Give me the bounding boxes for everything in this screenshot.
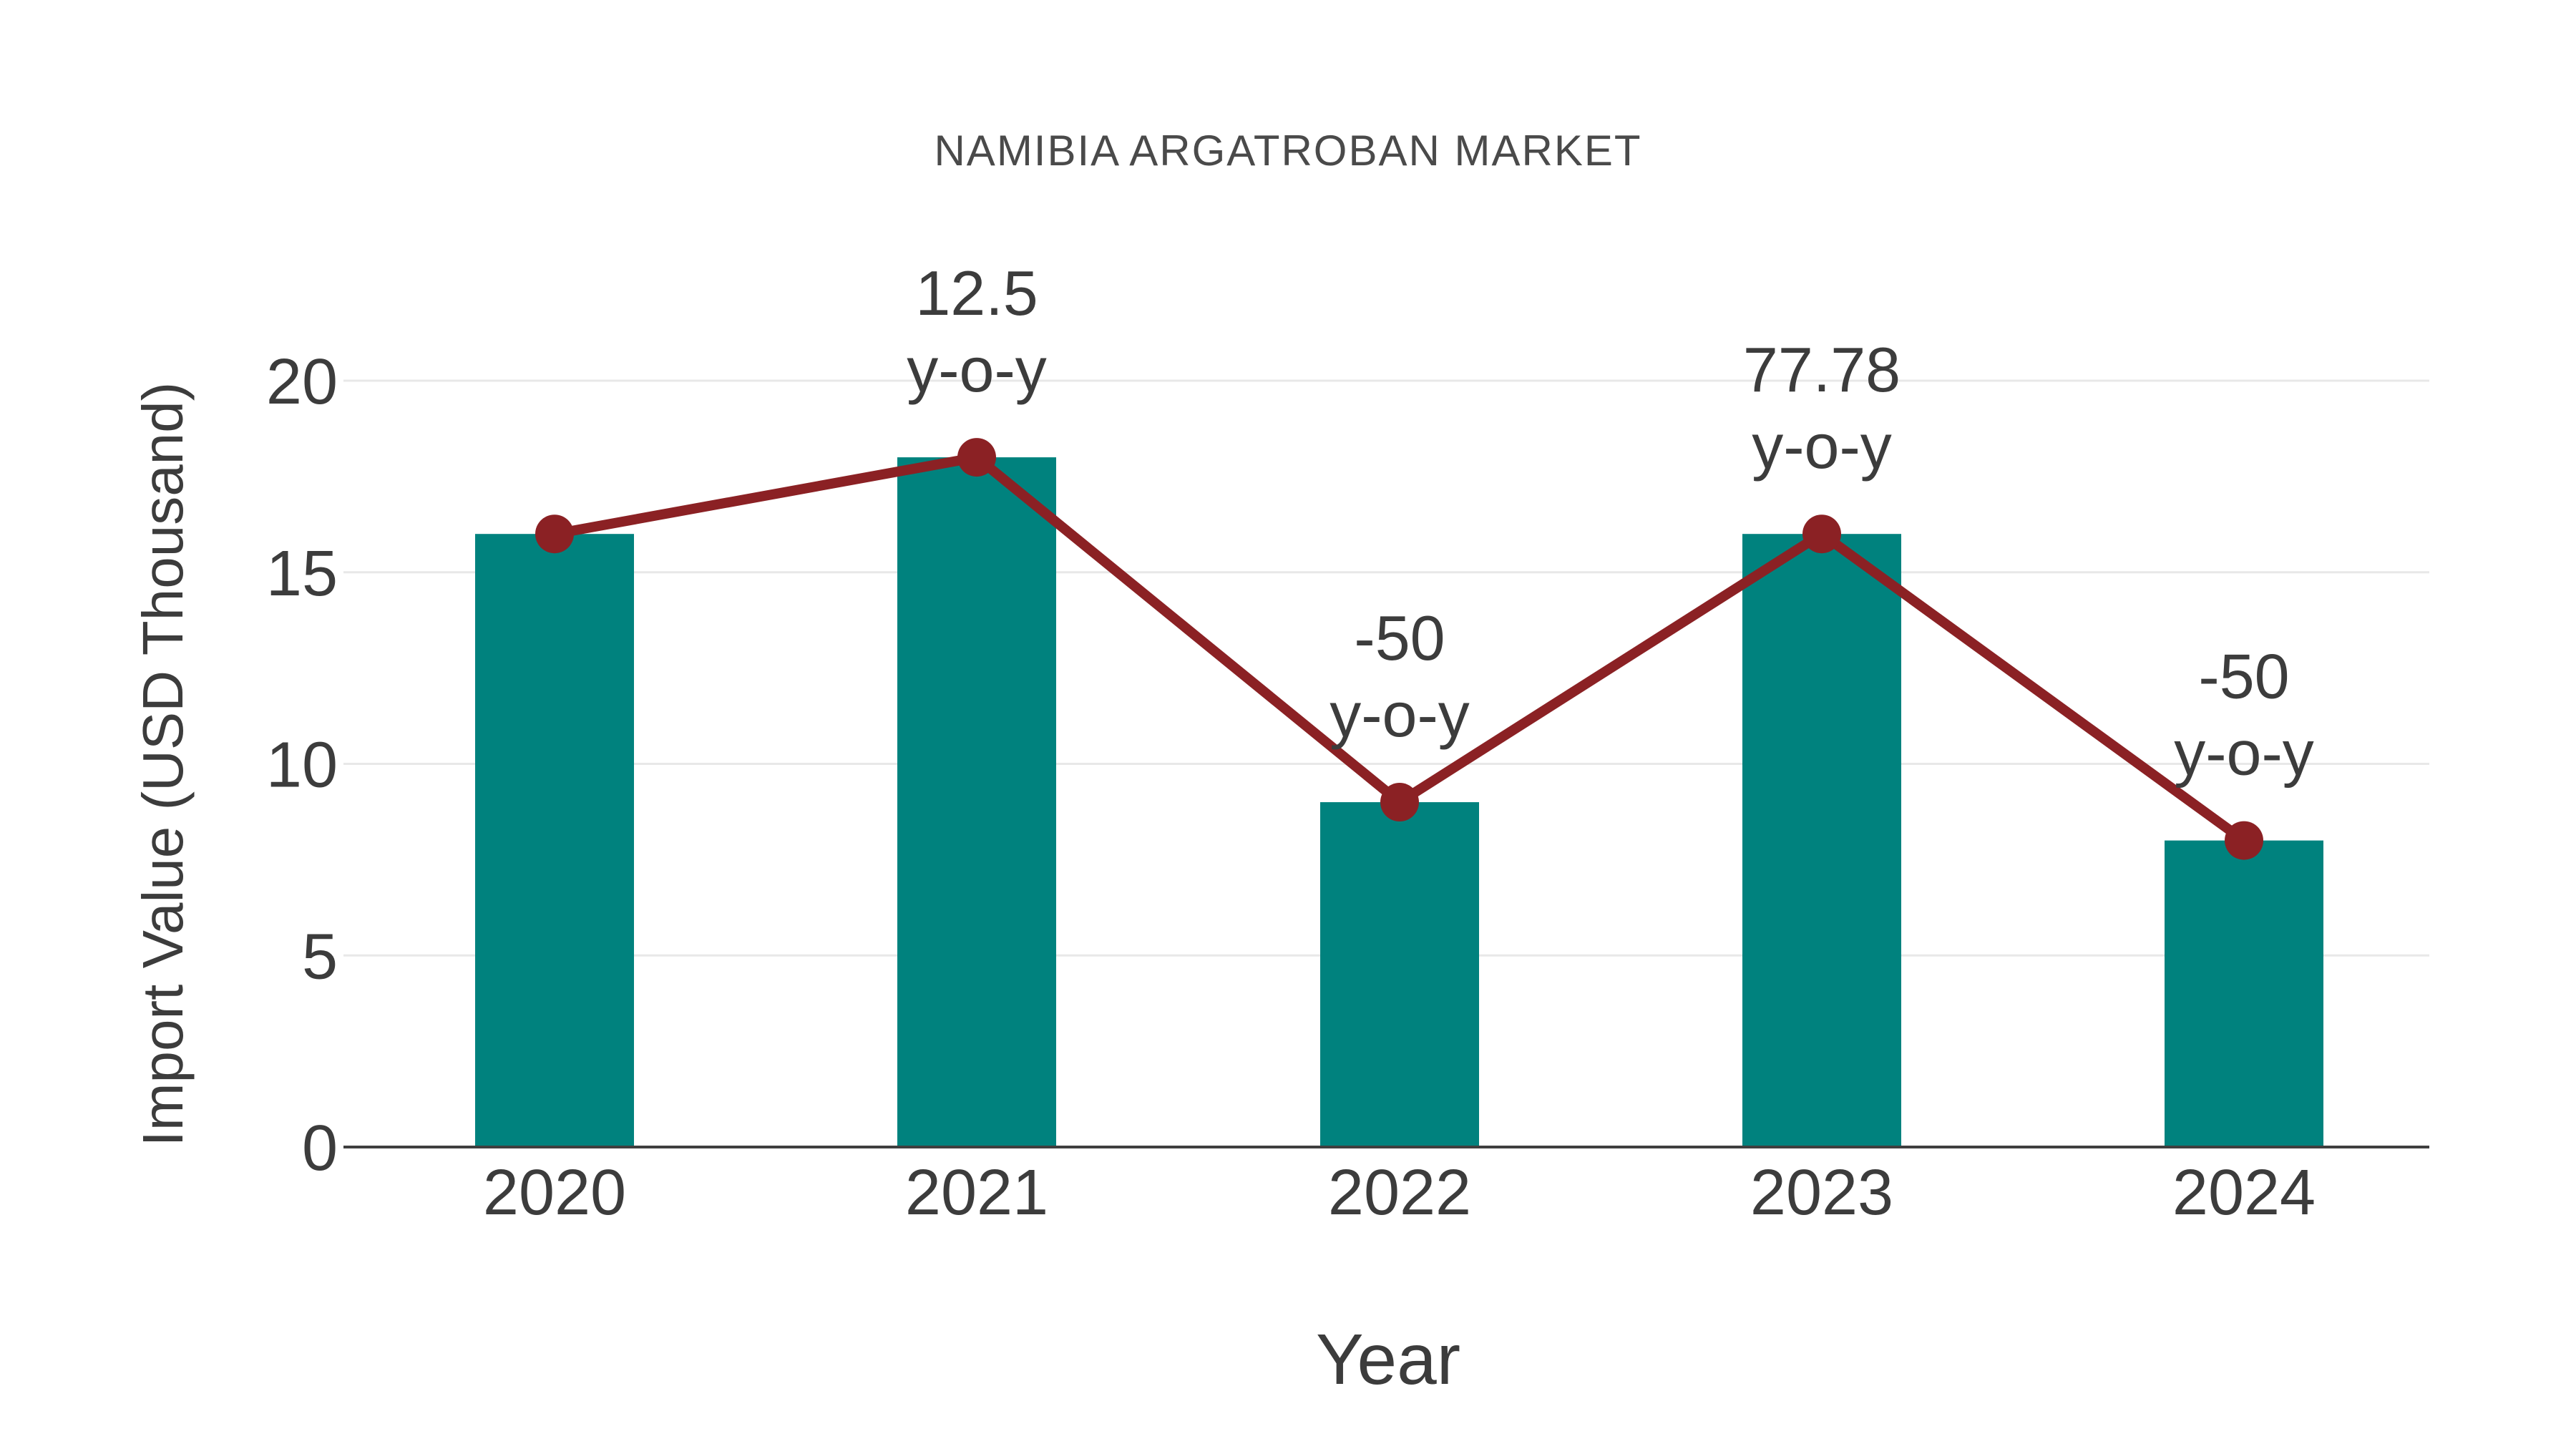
bar-2021 bbox=[897, 457, 1056, 1147]
x-tick-label: 2021 bbox=[905, 1157, 1048, 1229]
x-tick-label: 2022 bbox=[1328, 1157, 1471, 1229]
line-marker-2021 bbox=[957, 438, 996, 477]
x-tick-label: 2024 bbox=[2172, 1157, 2316, 1229]
chart-title: NAMIBIA ARGATROBAN MARKET bbox=[934, 127, 1642, 175]
bar-2024 bbox=[2165, 840, 2323, 1147]
line-marker-2024 bbox=[2225, 821, 2263, 860]
bar-2022 bbox=[1320, 802, 1479, 1147]
annotation-value: 12.5 bbox=[915, 258, 1038, 328]
annotation-suffix: y-o-y bbox=[1330, 679, 1470, 750]
line-marker-2022 bbox=[1380, 783, 1419, 822]
y-tick-label: 20 bbox=[266, 346, 338, 418]
annotation-suffix: y-o-y bbox=[2174, 718, 2314, 789]
y-tick-label: 0 bbox=[302, 1113, 338, 1184]
annotation-value: -50 bbox=[1354, 602, 1445, 673]
annotation-suffix: y-o-y bbox=[907, 334, 1047, 405]
annotation-value: -50 bbox=[2198, 641, 2289, 712]
y-axis-title: Import Value (USD Thousand) bbox=[131, 381, 195, 1147]
y-tick-label: 5 bbox=[302, 921, 338, 992]
x-tick-label: 2020 bbox=[483, 1157, 626, 1229]
y-tick-label: 15 bbox=[266, 538, 338, 610]
line-marker-2020 bbox=[535, 514, 574, 554]
annotation-suffix: y-o-y bbox=[1752, 411, 1892, 482]
annotation-value: 77.78 bbox=[1743, 334, 1901, 405]
x-axis-title: Year bbox=[1315, 1319, 1461, 1400]
bar-2023 bbox=[1742, 534, 1901, 1147]
y-tick-label: 10 bbox=[266, 730, 338, 801]
line-marker-2023 bbox=[1802, 514, 1841, 554]
bar-2020 bbox=[475, 534, 634, 1147]
x-tick-label: 2023 bbox=[1750, 1157, 1893, 1229]
